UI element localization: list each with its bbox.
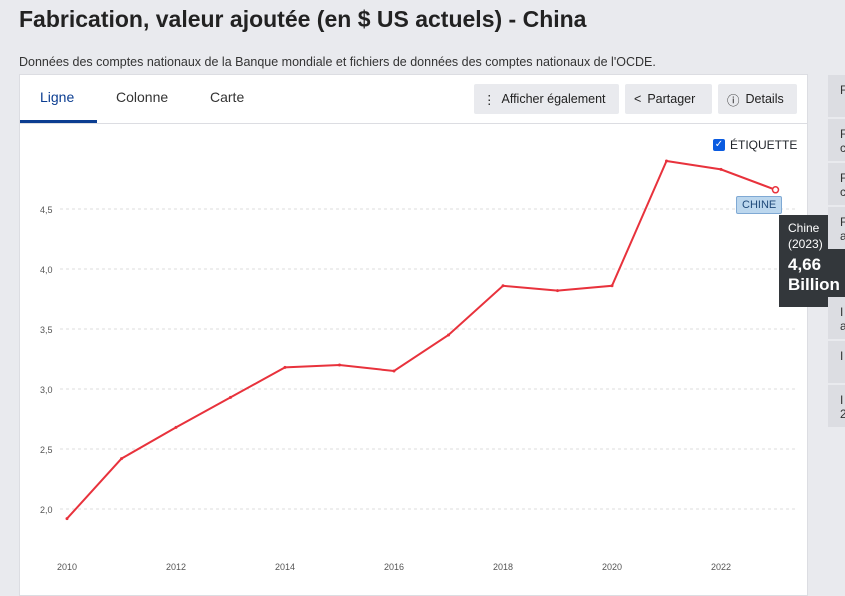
y-tick-label: 3,5: [40, 325, 53, 335]
sidebar-item[interactable]: F c: [828, 163, 845, 205]
sidebar-item[interactable]: I a: [828, 297, 845, 339]
sidebar-item[interactable]: I 2: [828, 385, 845, 427]
series-line: [66, 159, 776, 520]
details-label: Details: [745, 92, 784, 106]
tooltip: Chine (2023) 4,66 Billion: [779, 215, 845, 307]
share-icon: <: [634, 92, 642, 106]
data-point[interactable]: [65, 517, 69, 521]
label-checkbox[interactable]: ✓ ÉTIQUETTE: [713, 138, 797, 152]
y-tick-label: 3,0: [40, 385, 53, 395]
tooltip-year: (2023): [788, 237, 823, 251]
page-title: Fabrication, valeur ajoutée (en $ US act…: [19, 6, 587, 32]
tooltip-value: 4,66: [788, 255, 822, 274]
show-also-button[interactable]: ⋮ Afficher également: [474, 84, 619, 114]
data-point[interactable]: [447, 333, 450, 337]
data-point[interactable]: [719, 167, 723, 171]
tooltip-unit: Billion: [788, 275, 840, 294]
tab-bar: Ligne Colonne Carte ⋮ Afficher également …: [20, 75, 807, 124]
data-point[interactable]: [392, 369, 396, 373]
data-point[interactable]: [229, 395, 232, 399]
y-tick-label: 2,0: [40, 505, 53, 515]
share-button[interactable]: < Partager: [625, 84, 712, 114]
share-label: Partager: [647, 92, 696, 106]
y-tick-label: 4,5: [40, 205, 53, 215]
x-tick-label: 2018: [493, 562, 513, 572]
tab-colonne[interactable]: Colonne: [116, 89, 169, 105]
data-point[interactable]: [610, 284, 614, 288]
tab-ligne[interactable]: Ligne: [40, 89, 75, 105]
tooltip-name: Chine: [788, 221, 820, 235]
sidebar-item[interactable]: F c: [828, 119, 845, 161]
checkmark-icon: ✓: [713, 139, 725, 151]
tab-carte[interactable]: Carte: [210, 89, 245, 105]
data-point[interactable]: [338, 363, 341, 367]
info-icon: ⓘ: [727, 93, 740, 108]
active-tab-indicator: [20, 120, 97, 123]
data-point[interactable]: [283, 365, 287, 369]
show-also-label: Afficher également: [501, 92, 606, 106]
source-note: Données des comptes nationaux de la Banq…: [19, 55, 656, 69]
x-tick-label: 2016: [384, 562, 404, 572]
data-point[interactable]: [771, 186, 780, 194]
data-point[interactable]: [556, 289, 559, 293]
x-tick-label: 2010: [57, 562, 77, 572]
series-label: CHINE: [736, 196, 783, 214]
line-chart: 2,0 2,5 3,0 3,5 4,0 4,5 2010 2012 2014 2016 2018 20…: [40, 159, 797, 572]
data-point[interactable]: [120, 457, 123, 461]
data-point[interactable]: [501, 284, 505, 288]
sidebar-item[interactable]: F a: [828, 207, 845, 249]
x-tick-label: 2022: [711, 562, 731, 572]
more-vertical-icon: ⋮: [483, 92, 496, 107]
x-tick-label: 2012: [166, 562, 186, 572]
x-tick-label: 2014: [275, 562, 295, 572]
label-checkbox-text: ÉTIQUETTE: [730, 138, 798, 152]
y-tick-label: 4,0: [40, 265, 53, 275]
sidebar-item[interactable]: I: [828, 341, 845, 383]
y-tick-label: 2,5: [40, 445, 53, 455]
data-point[interactable]: [665, 159, 668, 163]
data-point[interactable]: [174, 425, 178, 429]
sidebar-item[interactable]: F: [828, 75, 845, 117]
details-button[interactable]: ⓘ Details: [718, 84, 797, 114]
x-tick-label: 2020: [602, 562, 622, 572]
